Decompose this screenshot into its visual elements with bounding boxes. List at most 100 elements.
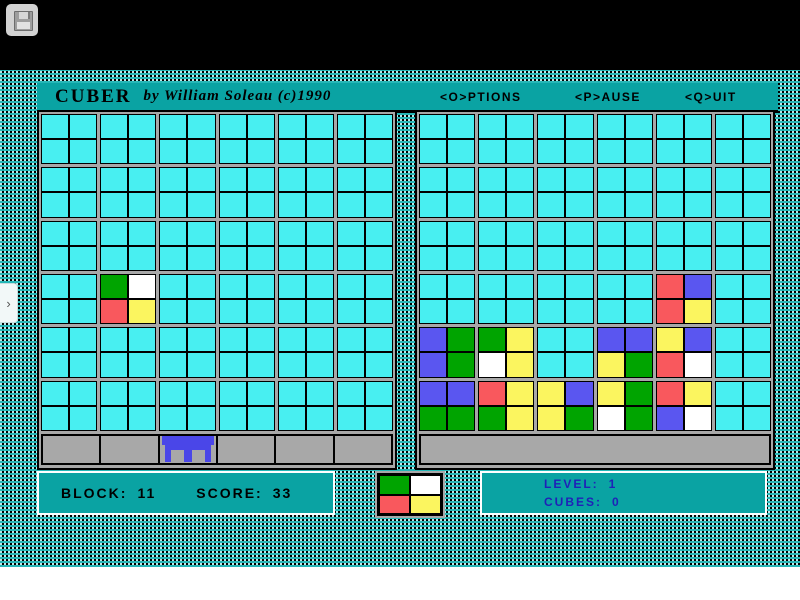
grid-cell <box>101 274 128 299</box>
grid-block[interactable] <box>419 380 476 431</box>
grid-block[interactable] <box>277 114 334 165</box>
score-label: SCORE: <box>196 485 263 501</box>
grid-block[interactable] <box>159 380 216 431</box>
grid-block[interactable] <box>714 327 771 378</box>
grid-block[interactable] <box>537 167 594 218</box>
right-playfield[interactable] <box>415 110 775 470</box>
grid-cell <box>507 300 534 324</box>
grid-block[interactable] <box>478 380 535 431</box>
grid-block[interactable] <box>596 114 653 165</box>
grid-block[interactable] <box>655 220 712 271</box>
grid-block[interactable] <box>218 327 275 378</box>
grid-block[interactable] <box>41 167 98 218</box>
grid-block[interactable] <box>336 273 393 325</box>
grid-block[interactable] <box>218 273 275 325</box>
grid-block[interactable] <box>596 273 653 325</box>
grid-block[interactable] <box>41 380 98 431</box>
grid-block[interactable] <box>596 220 653 271</box>
grid-block[interactable] <box>218 220 275 271</box>
grid-block[interactable] <box>100 380 157 431</box>
grid-block[interactable] <box>336 114 393 165</box>
grid-cell <box>188 115 215 139</box>
grid-block[interactable] <box>336 327 393 378</box>
grid-block[interactable] <box>159 220 216 271</box>
grid-block[interactable] <box>714 220 771 271</box>
grid-cell <box>70 406 97 430</box>
grid-block[interactable] <box>419 220 476 271</box>
grid-block[interactable] <box>41 220 98 271</box>
save-button[interactable] <box>6 4 38 36</box>
grid-block[interactable] <box>537 114 594 165</box>
cuber-game-window: CUBER by William Soleau (c)1990 <O>PTION… <box>30 83 778 518</box>
grid-cell <box>278 193 305 217</box>
grid-block[interactable] <box>159 114 216 165</box>
grid-block[interactable] <box>714 273 771 325</box>
grid-block[interactable] <box>100 114 157 165</box>
grid-block[interactable] <box>41 273 98 325</box>
grid-block[interactable] <box>100 167 157 218</box>
grid-block[interactable] <box>336 380 393 431</box>
grid-block[interactable] <box>277 167 334 218</box>
grid-cell <box>70 221 97 245</box>
grid-block[interactable] <box>277 380 334 431</box>
grid-cell <box>597 274 624 299</box>
grid-block[interactable] <box>478 220 535 271</box>
grid-block[interactable] <box>419 273 476 325</box>
left-playfield[interactable] <box>37 110 397 470</box>
grid-block[interactable] <box>655 327 712 378</box>
grid-block[interactable] <box>655 114 712 165</box>
grid-block[interactable] <box>277 327 334 378</box>
grid-block[interactable] <box>419 167 476 218</box>
grid-cell <box>365 221 392 245</box>
grid-block[interactable] <box>655 380 712 431</box>
cart[interactable] <box>161 436 214 462</box>
grid-block[interactable] <box>714 114 771 165</box>
grid-cell <box>448 328 475 352</box>
grid-block[interactable] <box>419 327 476 378</box>
grid-cell <box>448 353 475 377</box>
grid-block[interactable] <box>478 273 535 325</box>
grid-cell <box>219 221 246 245</box>
grid-block[interactable] <box>478 167 535 218</box>
grid-cell <box>448 193 475 217</box>
chevron-right-icon[interactable]: › <box>0 283 18 323</box>
grid-block[interactable] <box>218 114 275 165</box>
grid-block[interactable] <box>478 114 535 165</box>
grid-block[interactable] <box>655 167 712 218</box>
grid-block[interactable] <box>336 167 393 218</box>
grid-block[interactable] <box>714 380 771 431</box>
grid-block[interactable] <box>100 220 157 271</box>
grid-block[interactable] <box>596 380 653 431</box>
grid-block[interactable] <box>41 114 98 165</box>
grid-block[interactable] <box>537 220 594 271</box>
grid-block[interactable] <box>419 114 476 165</box>
grid-block[interactable] <box>218 167 275 218</box>
menu-item-pause[interactable]: <P>AUSE <box>575 89 641 104</box>
grid-block[interactable] <box>336 220 393 271</box>
grid-block[interactable] <box>537 273 594 325</box>
grid-block[interactable] <box>537 327 594 378</box>
grid-block[interactable] <box>277 273 334 325</box>
grid-block[interactable] <box>596 167 653 218</box>
menu-item-options[interactable]: <O>PTIONS <box>440 89 522 104</box>
grid-block[interactable] <box>41 327 98 378</box>
grid-block[interactable] <box>277 220 334 271</box>
grid-block[interactable] <box>100 327 157 378</box>
grid-block[interactable] <box>478 327 535 378</box>
grid-block[interactable] <box>714 167 771 218</box>
grid-block[interactable] <box>159 327 216 378</box>
grid-block[interactable] <box>596 327 653 378</box>
left-grid[interactable] <box>41 114 393 431</box>
menu-item-quit[interactable]: <Q>UIT <box>685 89 737 104</box>
grid-block[interactable] <box>100 273 157 325</box>
grid-cell <box>42 246 69 270</box>
grid-block[interactable] <box>159 273 216 325</box>
grid-block[interactable] <box>218 380 275 431</box>
grid-cell <box>625 353 652 377</box>
right-grid[interactable] <box>419 114 771 431</box>
floor-segment <box>276 436 335 463</box>
score-value: 33 <box>272 485 293 501</box>
grid-block[interactable] <box>537 380 594 431</box>
grid-block[interactable] <box>159 167 216 218</box>
grid-block[interactable] <box>655 273 712 325</box>
